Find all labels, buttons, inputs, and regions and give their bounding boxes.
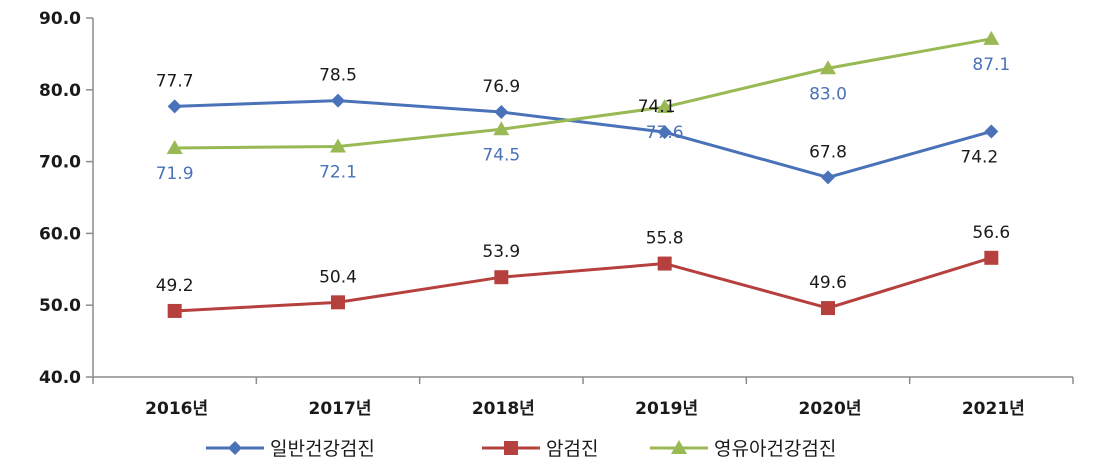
data-point-marker xyxy=(494,270,509,285)
data-point-marker xyxy=(330,138,346,153)
data-point-marker xyxy=(984,124,999,139)
y-tick-label: 60.0 xyxy=(39,224,81,244)
data-label: 72.1 xyxy=(319,163,357,183)
data-point-marker xyxy=(166,139,183,154)
legend-label: 영유아건강검진 xyxy=(714,438,836,460)
data-point-marker xyxy=(821,301,835,316)
data-point-marker xyxy=(494,105,509,120)
legend-marker xyxy=(228,441,242,455)
data-point-marker xyxy=(493,121,510,136)
series-lines xyxy=(174,37,992,313)
axes xyxy=(92,18,1073,378)
data-point-marker xyxy=(821,170,835,185)
data-label: 77.7 xyxy=(156,71,194,91)
y-axis-ticks: 40.0 50.0 60.0 70.0 80.0 90.0 xyxy=(39,9,93,388)
legend-label: 암검진 xyxy=(546,438,598,460)
data-point-marker xyxy=(657,256,672,271)
x-tick-label: 2016년 xyxy=(145,399,208,419)
series-markers xyxy=(166,30,1000,318)
legend-item: 일반건강검진 xyxy=(206,438,375,460)
legend: 일반건강검진 암검진 영유아건강검진 xyxy=(206,438,836,460)
data-label: 74.5 xyxy=(482,145,520,165)
data-point-marker xyxy=(656,99,673,114)
data-point-marker xyxy=(331,93,345,108)
data-label: 74.2 xyxy=(960,147,998,167)
data-point-marker xyxy=(657,125,672,140)
series-line-3 xyxy=(174,37,992,150)
data-label: 49.2 xyxy=(156,276,194,296)
data-point-marker xyxy=(167,303,182,318)
y-tick-label: 50.0 xyxy=(39,296,81,316)
legend-label: 일반건강검진 xyxy=(270,438,375,460)
data-point-marker xyxy=(331,295,345,310)
y-tick-label: 80.0 xyxy=(39,81,81,101)
data-label: 78.5 xyxy=(319,66,357,86)
data-label: 56.6 xyxy=(972,223,1010,243)
data-label: 50.4 xyxy=(319,267,357,287)
data-label: 67.8 xyxy=(809,142,847,162)
y-tick-label: 90.0 xyxy=(39,9,81,29)
data-label: 76.9 xyxy=(482,77,520,97)
legend-marker xyxy=(504,441,518,455)
data-label: 74.1 xyxy=(638,97,676,117)
data-label: 77.6 xyxy=(646,123,684,143)
x-tick-label: 2021년 xyxy=(962,399,1025,419)
data-label: 83.0 xyxy=(809,84,847,104)
legend-item: 암검진 xyxy=(482,438,598,460)
y-tick-label: 40.0 xyxy=(39,368,81,388)
series-line-1 xyxy=(174,99,992,179)
data-label: 49.6 xyxy=(809,273,847,293)
data-point-marker xyxy=(167,99,182,114)
y-tick-label: 70.0 xyxy=(39,153,81,173)
data-label: 87.1 xyxy=(972,55,1010,75)
x-tick-label: 2017년 xyxy=(309,399,372,419)
series-line-2 xyxy=(174,256,992,313)
x-tick-label: 2020년 xyxy=(799,399,862,419)
data-point-marker xyxy=(820,60,836,75)
data-label: 71.9 xyxy=(156,164,194,184)
data-point-marker xyxy=(983,30,1000,45)
x-tick-label: 2019년 xyxy=(635,399,698,419)
legend-item: 영유아건강검진 xyxy=(650,438,836,460)
x-axis-ticks: 2016년 2017년 2018년 2019년 2020년 2021년 xyxy=(92,377,1074,419)
data-label: 53.9 xyxy=(482,242,520,262)
data-labels: 77.7 78.5 76.9 74.1 67.8 74.2 49.2 50.4 53.9 55.8… xyxy=(156,55,1011,296)
legend-marker xyxy=(671,440,687,454)
data-label: 55.8 xyxy=(646,229,684,249)
x-tick-label: 2018년 xyxy=(472,399,535,419)
data-point-marker xyxy=(984,250,999,265)
